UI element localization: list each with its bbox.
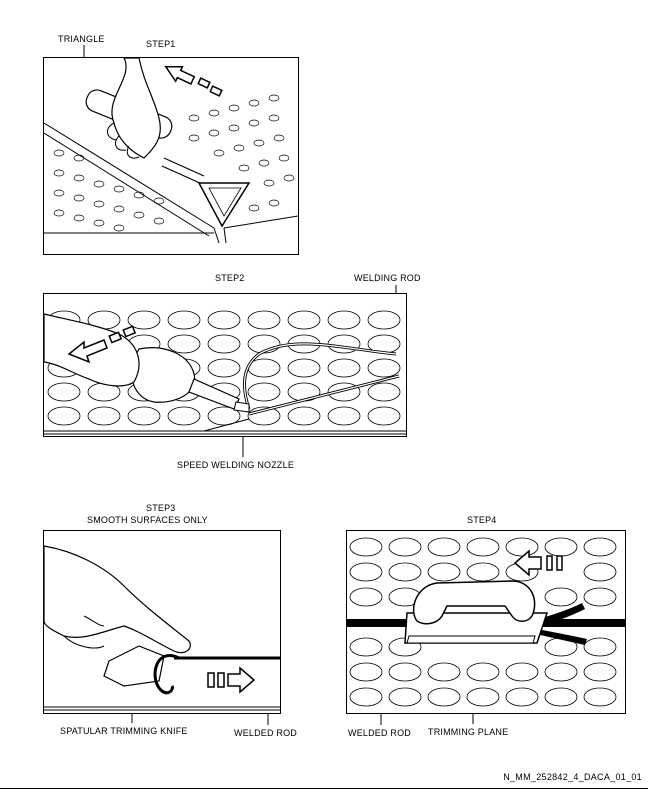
step1-title: STEP1 [146, 39, 176, 49]
trimming-plane-callout: TRIMMING PLANE [428, 727, 509, 737]
direction-arrow-icon [164, 65, 223, 97]
step3-subtitle: SMOOTH SURFACES ONLY [87, 515, 208, 525]
step2-drawing [44, 310, 406, 435]
step4-illustration [346, 530, 626, 714]
step2-illustration [43, 293, 407, 437]
triangle-callout: TRIANGLE [58, 34, 105, 44]
direction-arrow-icon [67, 325, 137, 364]
step4-welded-rod-callout: WELDED ROD [348, 728, 412, 738]
step4-title: STEP4 [467, 515, 497, 525]
bottom-rule [0, 788, 648, 789]
spatular-trimming-knife-callout: SPATULAR TRIMMING KNIFE [60, 726, 188, 736]
step1-illustration [43, 57, 299, 255]
speed-welding-nozzle-callout: SPEED WELDING NOZZLE [177, 460, 295, 470]
step3-welded-rod-callout: WELDED ROD [234, 728, 298, 738]
welding-rod-callout: WELDING ROD [354, 273, 421, 283]
step1-drawing [44, 58, 298, 244]
step3-drawing [44, 545, 280, 711]
step2-title: STEP2 [215, 273, 245, 283]
step3-illustration [43, 530, 281, 714]
direction-arrow-icon [513, 549, 563, 577]
step4-drawing [347, 537, 625, 707]
document-id: N_MM_252842_4_DACA_01_01 [503, 772, 642, 782]
direction-arrow-icon [207, 666, 256, 694]
step3-title: STEP3 [146, 503, 176, 513]
